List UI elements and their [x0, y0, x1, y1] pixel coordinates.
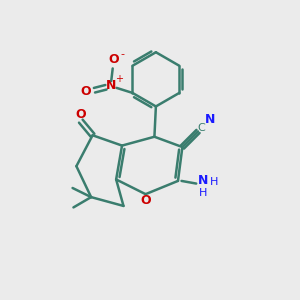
Text: N: N: [106, 79, 116, 92]
Text: H: H: [199, 188, 207, 198]
Text: H: H: [210, 176, 218, 187]
Text: O: O: [80, 85, 91, 98]
Text: O: O: [75, 108, 86, 121]
Text: +: +: [116, 74, 124, 84]
Text: C: C: [198, 123, 206, 133]
Text: N: N: [205, 112, 216, 126]
Text: -: -: [120, 49, 124, 59]
Text: O: O: [108, 53, 119, 66]
Text: N: N: [197, 174, 208, 188]
Text: O: O: [141, 194, 152, 207]
